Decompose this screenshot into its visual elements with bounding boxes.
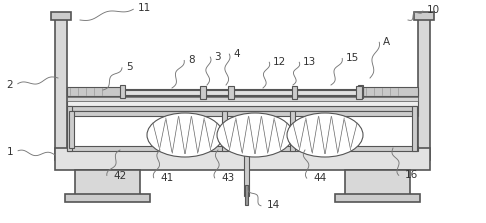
Text: 44: 44 (313, 173, 326, 183)
Bar (345, 170, 410, 195)
Bar (363, 87, 418, 96)
Bar (358, 85, 363, 98)
Bar (200, 86, 206, 99)
Bar (290, 111, 295, 151)
Bar (228, 86, 234, 99)
Bar (75, 170, 140, 195)
Bar (412, 106, 417, 151)
Bar (120, 85, 125, 98)
Bar (414, 12, 434, 20)
Bar (297, 90, 358, 95)
Text: 2: 2 (6, 80, 13, 90)
Bar (245, 185, 248, 205)
Bar (67, 89, 418, 96)
Bar (55, 148, 430, 170)
Bar (244, 151, 249, 196)
Bar (206, 90, 230, 95)
Bar (67, 96, 418, 106)
Text: 11: 11 (138, 3, 151, 13)
Text: 8: 8 (188, 55, 194, 65)
Text: 12: 12 (273, 57, 286, 67)
Bar (67, 146, 418, 151)
Text: 13: 13 (303, 57, 316, 67)
Bar (67, 97, 418, 101)
Ellipse shape (217, 113, 293, 157)
Text: 42: 42 (113, 171, 126, 181)
Ellipse shape (147, 113, 223, 157)
Bar (356, 86, 362, 99)
Bar (67, 87, 122, 96)
Text: 3: 3 (214, 52, 221, 62)
Bar (67, 106, 418, 111)
Text: A: A (383, 37, 390, 47)
Bar (51, 12, 71, 20)
Ellipse shape (287, 113, 363, 157)
Bar (65, 194, 150, 202)
Text: 41: 41 (160, 173, 173, 183)
Bar (67, 106, 72, 151)
Text: 10: 10 (427, 5, 440, 15)
Bar (222, 111, 227, 151)
Text: 4: 4 (233, 49, 240, 59)
Bar (67, 111, 418, 116)
Bar (292, 86, 297, 99)
Text: 16: 16 (405, 170, 418, 180)
Bar (335, 194, 420, 202)
Bar (418, 15, 430, 160)
Text: 43: 43 (221, 173, 234, 183)
Text: 1: 1 (6, 147, 13, 157)
Bar (55, 15, 67, 160)
Text: 15: 15 (346, 53, 359, 63)
Bar (69, 111, 74, 148)
Bar (125, 90, 202, 95)
Text: 5: 5 (126, 62, 133, 72)
Text: 14: 14 (267, 200, 280, 210)
Bar (234, 90, 294, 95)
